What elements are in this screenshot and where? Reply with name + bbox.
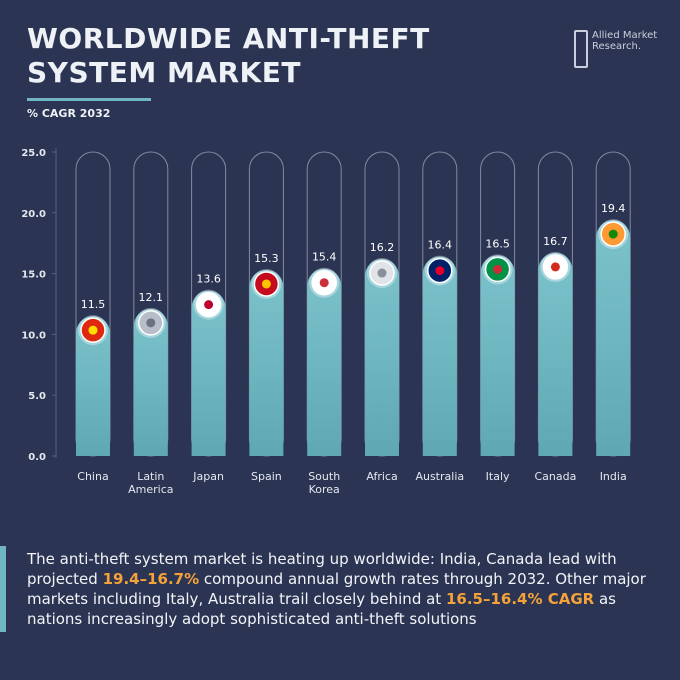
x-tick-label: Australia: [415, 470, 465, 483]
x-tick-label: Spain: [251, 470, 282, 483]
flag-emblem: [550, 262, 560, 272]
description-text: The anti-theft system market is heating …: [27, 550, 617, 588]
bar: [307, 268, 342, 456]
bar: [365, 259, 399, 456]
subtitle: % CAGR 2032: [27, 107, 111, 120]
y-tick-label: 25.0: [21, 148, 46, 159]
bar-group: 11.5: [75, 151, 111, 457]
title: WORLDWIDE ANTI-THEFT SYSTEM MARKET: [27, 22, 430, 89]
logo: Allied Market Research.: [574, 30, 672, 68]
flag-emblem: [146, 318, 156, 328]
value-label: 15.3: [254, 252, 279, 265]
bar: [191, 290, 226, 456]
y-tick-label: 5.0: [28, 391, 46, 402]
bar-group: 19.4: [595, 151, 631, 457]
bar: [249, 269, 284, 456]
x-tick-label: Africa: [366, 470, 398, 483]
x-tick-label: Italy: [485, 470, 510, 483]
y-tick-label: 10.0: [21, 330, 46, 341]
bar: [596, 220, 631, 456]
x-tick-label: Latin America: [128, 470, 174, 496]
y-tick-label: 15.0: [21, 270, 46, 281]
x-tick-label: Canada: [534, 470, 577, 483]
description-text: as nations increasingly adopt sophistica…: [27, 590, 616, 628]
bar: [538, 252, 573, 456]
x-tick-label: India: [599, 470, 627, 483]
value-label: 11.5: [81, 298, 106, 311]
flag-emblem: [493, 264, 503, 274]
description-highlight: 19.4–16.7%: [102, 570, 200, 588]
logo-icon: [574, 30, 588, 68]
bar: [480, 255, 515, 456]
description: The anti-theft system market is heating …: [27, 549, 667, 629]
flag-emblem: [88, 325, 98, 335]
bar-group: 12.1: [133, 151, 169, 457]
bar-group: 15.4: [306, 151, 342, 457]
flag-emblem: [261, 279, 271, 289]
bar-group: 13.6: [191, 151, 227, 457]
value-label: 15.4: [312, 251, 337, 264]
flag-emblem: [377, 268, 387, 278]
description-bar: [0, 546, 6, 632]
x-tick-label: China: [77, 470, 109, 483]
value-label: 19.4: [601, 202, 626, 215]
bar-group: 16.5: [480, 151, 516, 457]
flag-emblem: [435, 266, 445, 276]
y-tick-label: 20.0: [21, 209, 46, 220]
description-highlight: 16.5–16.4% CAGR: [445, 590, 595, 608]
x-tick-label: Japan: [193, 470, 224, 483]
flag-emblem: [204, 300, 214, 310]
logo-text: Allied Market Research.: [592, 30, 658, 52]
flag-emblem: [319, 278, 329, 288]
value-label: 16.5: [485, 237, 510, 250]
value-label: 16.2: [370, 241, 395, 254]
bar-group: 16.4: [422, 151, 458, 457]
value-label: 16.4: [428, 239, 453, 252]
y-tick-label: 0.0: [28, 452, 46, 463]
x-tick-label: South Korea: [308, 470, 341, 496]
flag-emblem: [608, 229, 618, 239]
description-text: compound annual growth rates through 203…: [27, 570, 646, 608]
bar-group: 16.2: [364, 151, 400, 457]
value-label: 13.6: [196, 273, 221, 286]
title-rule: [27, 98, 151, 101]
bar-group: 16.7: [537, 151, 573, 457]
bar-group: 15.3: [248, 151, 284, 457]
value-label: 12.1: [139, 291, 164, 304]
bar: [422, 256, 457, 456]
value-label: 16.7: [543, 235, 568, 248]
bar: [133, 308, 168, 456]
bar: [76, 316, 110, 456]
